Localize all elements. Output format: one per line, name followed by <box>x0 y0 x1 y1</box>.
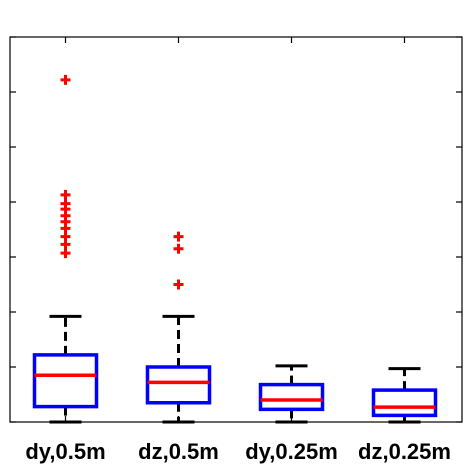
outlier-marker <box>60 189 71 200</box>
outlier-marker <box>173 231 184 242</box>
outlier-marker <box>173 279 184 290</box>
plot-frame <box>9 36 463 423</box>
x-tick-label: dz,0.5m <box>138 439 219 464</box>
box-group <box>371 367 438 424</box>
outlier-marker <box>60 198 71 209</box>
x-tick-label: dy,0.5m <box>25 439 105 464</box>
x-tick-label: dz,0.25m <box>358 439 451 464</box>
axes <box>9 36 463 423</box>
outlier-marker <box>60 74 71 85</box>
category-labels: dy,0.5m dz,0.5m dy,0.25m dz,0.25m <box>25 439 451 464</box>
box-group <box>32 74 99 424</box>
outlier-marker <box>60 248 71 259</box>
box <box>258 382 325 412</box>
box-group <box>258 364 325 424</box>
box <box>145 365 212 405</box>
box-group <box>145 231 212 424</box>
box <box>371 388 438 418</box>
boxes <box>32 74 438 424</box>
x-tick-label: dy,0.25m <box>245 439 338 464</box>
box <box>32 353 99 409</box>
outlier-marker <box>173 243 184 254</box>
